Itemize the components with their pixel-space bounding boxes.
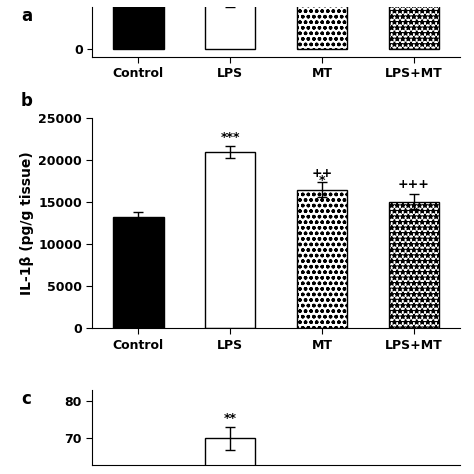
- Bar: [297, 0, 347, 49]
- Bar: [389, 201, 439, 328]
- Text: *: *: [319, 174, 325, 187]
- Text: **: **: [224, 412, 237, 425]
- Bar: [205, 438, 255, 474]
- Text: b: b: [21, 92, 33, 110]
- Y-axis label: IL-1β (pg/g tissue): IL-1β (pg/g tissue): [20, 152, 34, 295]
- Bar: [389, 0, 439, 49]
- Text: c: c: [21, 390, 31, 408]
- Bar: [113, 0, 164, 49]
- Bar: [205, 152, 255, 328]
- Text: ***: ***: [220, 131, 240, 144]
- Bar: [113, 218, 164, 328]
- Text: +++: +++: [398, 178, 430, 191]
- Text: a: a: [21, 7, 32, 25]
- Bar: [205, 0, 255, 49]
- Text: ++: ++: [311, 167, 333, 180]
- Bar: [297, 190, 347, 328]
